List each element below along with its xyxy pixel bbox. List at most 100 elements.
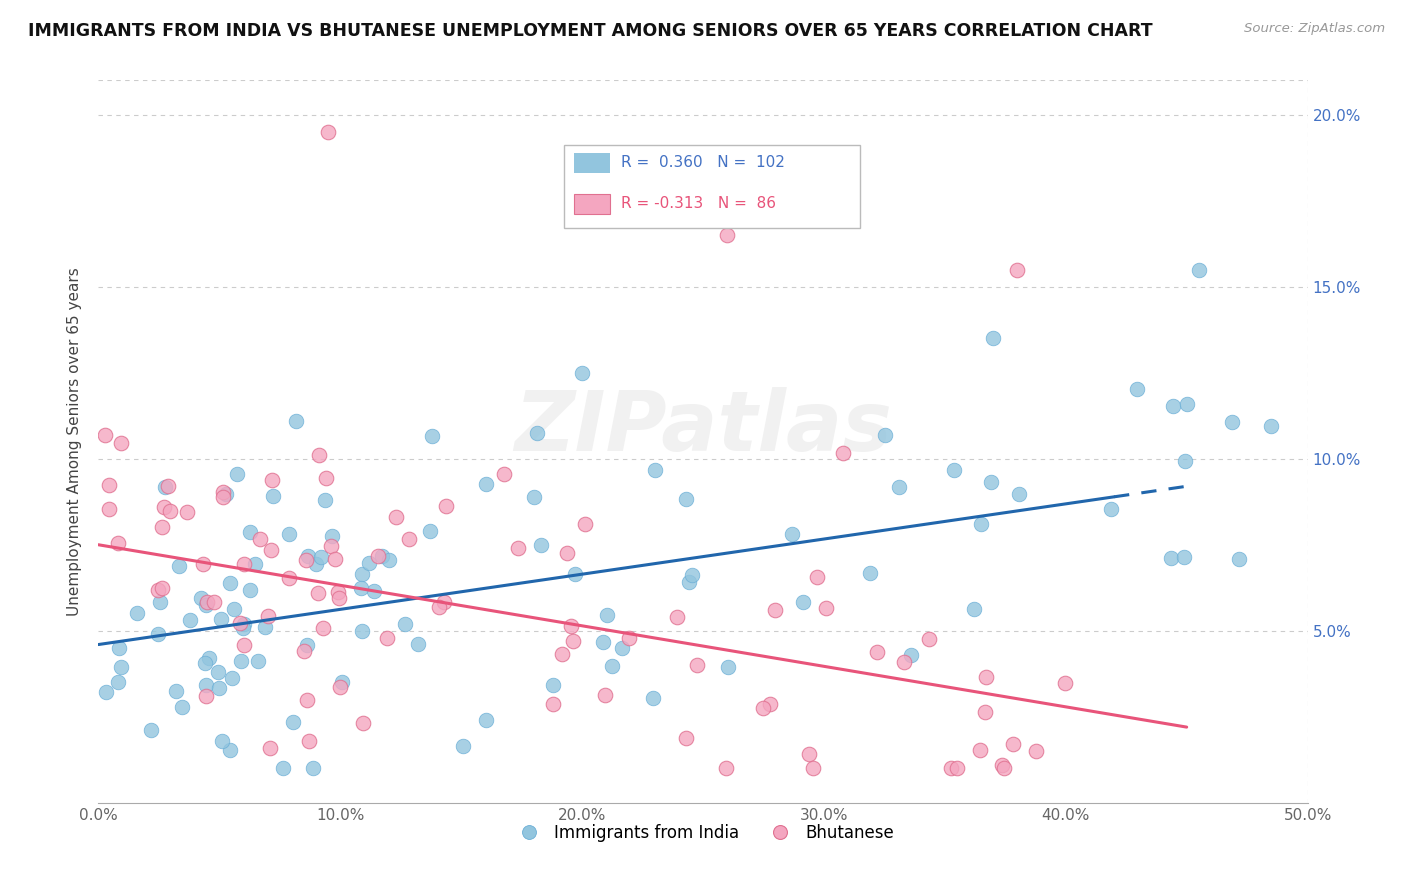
Point xyxy=(284,415,307,429)
Point xyxy=(352,566,374,581)
Point xyxy=(419,524,441,538)
Point xyxy=(260,543,283,558)
Point xyxy=(150,520,173,534)
Point xyxy=(190,591,212,606)
Point xyxy=(125,606,148,620)
Point xyxy=(224,602,246,616)
Text: IMMIGRANTS FROM INDIA VS BHUTANESE UNEMPLOYMENT AMONG SENIORS OVER 65 YEARS CORR: IMMIGRANTS FROM INDIA VS BHUTANESE UNEMP… xyxy=(28,22,1153,40)
Point xyxy=(295,638,318,652)
Point xyxy=(229,654,252,668)
Point xyxy=(1188,262,1211,277)
Point xyxy=(665,610,688,624)
Point xyxy=(316,125,339,139)
Point xyxy=(993,761,1015,775)
Text: R = -0.313   N =  86: R = -0.313 N = 86 xyxy=(621,196,776,211)
Point xyxy=(974,705,997,719)
Point xyxy=(1260,418,1282,433)
Point xyxy=(152,500,174,515)
FancyBboxPatch shape xyxy=(574,194,610,214)
Point xyxy=(229,616,252,631)
Point xyxy=(367,549,389,563)
Point xyxy=(1174,453,1197,467)
Point xyxy=(541,698,564,712)
Point xyxy=(866,645,889,659)
Point xyxy=(873,427,896,442)
Point xyxy=(969,743,991,757)
Point xyxy=(218,742,240,756)
Point xyxy=(221,671,243,685)
Point xyxy=(716,761,738,775)
Point xyxy=(176,505,198,519)
Point xyxy=(281,715,304,730)
Point xyxy=(801,761,824,775)
Point xyxy=(249,532,271,546)
Point xyxy=(1002,737,1025,751)
Point xyxy=(946,761,969,775)
Point xyxy=(212,484,235,499)
Point xyxy=(900,648,922,663)
Point xyxy=(330,674,353,689)
Point xyxy=(792,595,814,609)
Point xyxy=(560,619,582,633)
Point xyxy=(610,641,633,656)
Point xyxy=(474,714,496,728)
Point xyxy=(939,761,962,775)
Point xyxy=(592,635,614,649)
Point xyxy=(179,613,201,627)
Point xyxy=(107,675,129,690)
Point xyxy=(1229,552,1251,566)
Point xyxy=(259,741,281,756)
Point xyxy=(271,761,294,775)
Text: R =  0.360   N =  102: R = 0.360 N = 102 xyxy=(621,155,785,170)
Point xyxy=(308,448,330,462)
Point xyxy=(159,504,181,518)
Point xyxy=(328,591,350,606)
Text: ZIPatlas: ZIPatlas xyxy=(515,386,891,467)
Point xyxy=(357,557,380,571)
Point xyxy=(110,660,132,674)
Point xyxy=(799,747,821,762)
Point xyxy=(97,501,120,516)
Point xyxy=(297,549,319,564)
Point xyxy=(108,640,131,655)
Point xyxy=(675,731,697,745)
Point xyxy=(165,684,187,698)
Point xyxy=(170,699,193,714)
Point xyxy=(257,609,280,624)
Point xyxy=(551,647,574,661)
Point xyxy=(451,739,474,753)
Point xyxy=(434,499,457,513)
Text: Source: ZipAtlas.com: Source: ZipAtlas.com xyxy=(1244,22,1385,36)
Point xyxy=(194,656,217,670)
Point xyxy=(352,624,374,638)
Point xyxy=(202,595,225,609)
Point xyxy=(1160,551,1182,566)
Point xyxy=(157,478,180,492)
Point xyxy=(198,651,221,665)
Point xyxy=(600,659,623,673)
Point xyxy=(305,557,328,571)
Point xyxy=(195,690,218,704)
Point xyxy=(243,557,266,571)
Point xyxy=(1222,416,1244,430)
Point xyxy=(474,477,496,491)
Point xyxy=(314,493,336,508)
Point xyxy=(593,688,616,702)
Point xyxy=(574,517,596,532)
Point xyxy=(294,644,316,658)
Point xyxy=(212,490,235,504)
Point xyxy=(232,621,254,635)
Point xyxy=(974,670,997,684)
Point xyxy=(523,490,546,504)
Point xyxy=(315,470,337,484)
Point xyxy=(207,665,229,679)
Point xyxy=(394,617,416,632)
Point xyxy=(94,428,117,442)
Point xyxy=(686,657,709,672)
Point xyxy=(506,541,529,555)
Point xyxy=(555,546,578,560)
Point xyxy=(260,473,283,487)
Point xyxy=(678,575,700,590)
Point xyxy=(307,586,329,600)
Point xyxy=(1007,262,1029,277)
